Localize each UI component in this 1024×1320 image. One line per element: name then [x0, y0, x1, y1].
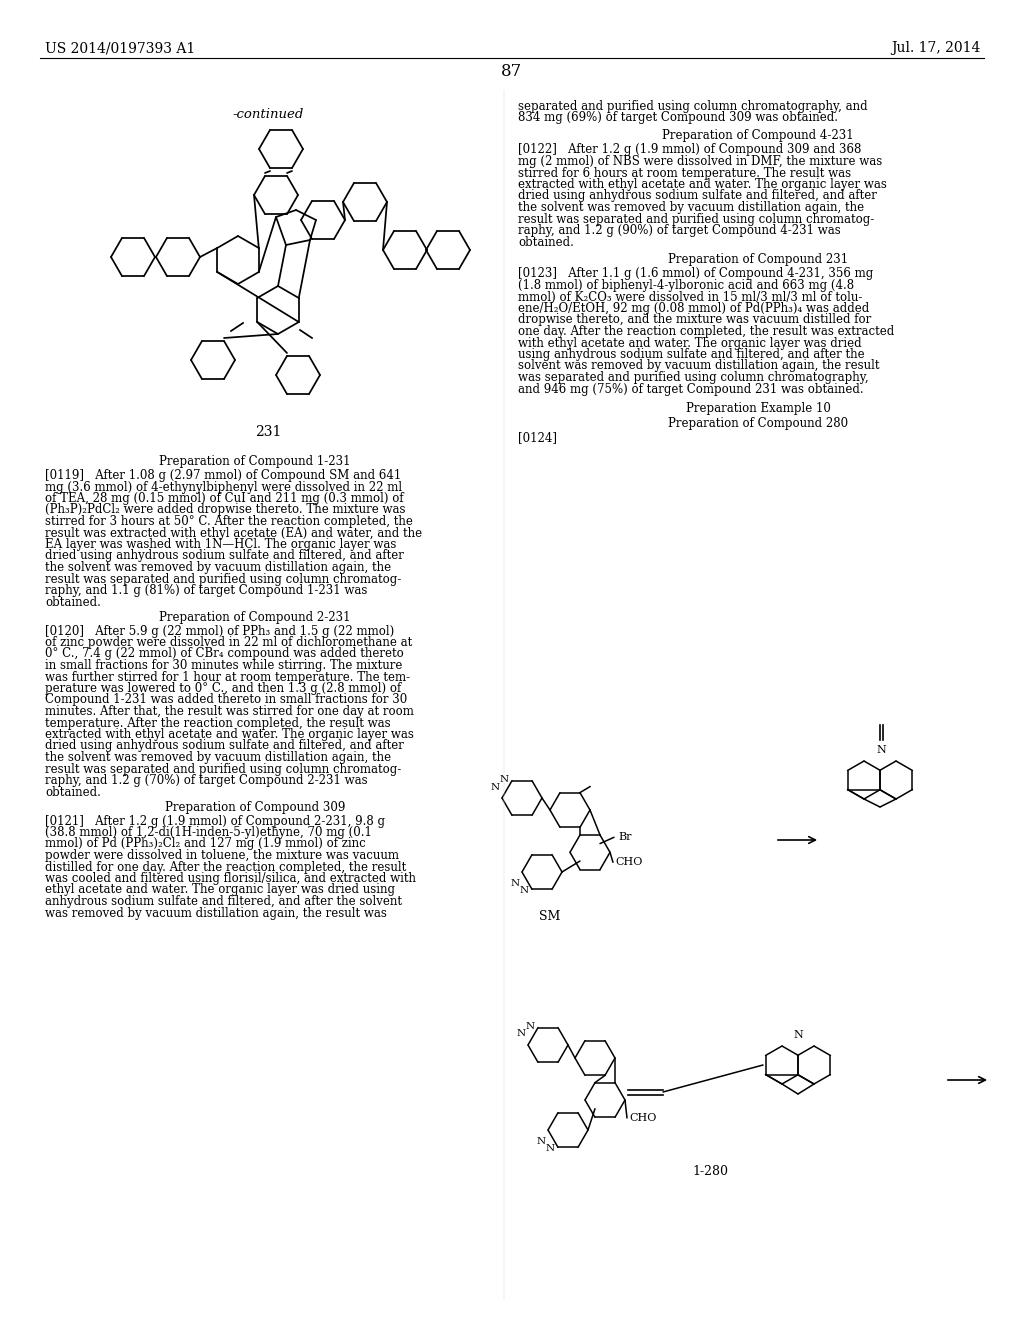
Text: obtained.: obtained. [45, 595, 101, 609]
Text: perature was lowered to 0° C., and then 1.3 g (2.8 mmol) of: perature was lowered to 0° C., and then … [45, 682, 401, 696]
Text: Jul. 17, 2014: Jul. 17, 2014 [891, 41, 980, 55]
Text: [0121]   After 1.2 g (1.9 mmol) of Compound 2-231, 9.8 g: [0121] After 1.2 g (1.9 mmol) of Compoun… [45, 814, 385, 828]
Text: separated and purified using column chromatography, and: separated and purified using column chro… [518, 100, 867, 114]
Text: 1-280: 1-280 [692, 1166, 728, 1177]
Text: 0° C., 7.4 g (22 mmol) of CBr₄ compound was added thereto: 0° C., 7.4 g (22 mmol) of CBr₄ compound … [45, 648, 403, 660]
Text: (Ph₃P)₂PdCl₂ were added dropwise thereto. The mixture was: (Ph₃P)₂PdCl₂ were added dropwise thereto… [45, 503, 406, 516]
Text: raphy, and 1.2 g (90%) of target Compound 4-231 was: raphy, and 1.2 g (90%) of target Compoun… [518, 224, 841, 238]
Text: N: N [877, 744, 886, 755]
Text: EA layer was washed with 1N—HCl. The organic layer was: EA layer was washed with 1N—HCl. The org… [45, 539, 396, 550]
Text: dried using anhydrous sodium sulfate and filtered, and after: dried using anhydrous sodium sulfate and… [45, 549, 403, 562]
Text: raphy, and 1.1 g (81%) of target Compound 1-231 was: raphy, and 1.1 g (81%) of target Compoun… [45, 583, 368, 597]
Text: [0124]: [0124] [518, 432, 557, 444]
Text: Preparation of Compound 280: Preparation of Compound 280 [668, 417, 848, 429]
Text: was removed by vacuum distillation again, the result was: was removed by vacuum distillation again… [45, 907, 387, 920]
Text: N: N [520, 886, 529, 895]
Text: was further stirred for 1 hour at room temperature. The tem-: was further stirred for 1 hour at room t… [45, 671, 411, 684]
Text: Compound 1-231 was added thereto in small fractions for 30: Compound 1-231 was added thereto in smal… [45, 693, 408, 706]
Text: distilled for one day. After the reaction completed, the result: distilled for one day. After the reactio… [45, 861, 407, 874]
Text: N: N [511, 879, 520, 887]
Text: result was extracted with ethyl acetate (EA) and water, and the: result was extracted with ethyl acetate … [45, 527, 422, 540]
Text: obtained.: obtained. [45, 785, 101, 799]
Text: SM: SM [540, 909, 561, 923]
Text: N: N [490, 783, 500, 792]
Text: and 946 mg (75%) of target Compound 231 was obtained.: and 946 mg (75%) of target Compound 231 … [518, 383, 863, 396]
Text: dried using anhydrous sodium sulfate and filtered, and after: dried using anhydrous sodium sulfate and… [518, 190, 877, 202]
Text: ethyl acetate and water. The organic layer was dried using: ethyl acetate and water. The organic lay… [45, 883, 395, 896]
Text: of TEA, 28 mg (0.15 mmol) of CuI and 211 mg (0.3 mmol) of: of TEA, 28 mg (0.15 mmol) of CuI and 211… [45, 492, 403, 506]
Text: Br: Br [618, 833, 632, 842]
Text: of zinc powder were dissolved in 22 ml of dichloromethane at: of zinc powder were dissolved in 22 ml o… [45, 636, 413, 649]
Text: the solvent was removed by vacuum distillation again, the: the solvent was removed by vacuum distil… [45, 561, 391, 574]
Text: was separated and purified using column chromatography,: was separated and purified using column … [518, 371, 868, 384]
Text: [0122]   After 1.2 g (1.9 mmol) of Compound 309 and 368: [0122] After 1.2 g (1.9 mmol) of Compoun… [518, 144, 861, 157]
Text: raphy, and 1.2 g (70%) of target Compound 2-231 was: raphy, and 1.2 g (70%) of target Compoun… [45, 774, 368, 787]
Text: result was separated and purified using column chromatog-: result was separated and purified using … [518, 213, 874, 226]
Text: one day. After the reaction completed, the result was extracted: one day. After the reaction completed, t… [518, 325, 894, 338]
Text: the solvent was removed by vacuum distillation again, the: the solvent was removed by vacuum distil… [45, 751, 391, 764]
Text: result was separated and purified using column chromatog-: result was separated and purified using … [45, 763, 401, 776]
Text: N: N [537, 1137, 546, 1146]
Text: using anhydrous sodium sulfate and filtered, and after the: using anhydrous sodium sulfate and filte… [518, 348, 864, 360]
Text: N: N [500, 775, 509, 784]
Text: dried using anhydrous sodium sulfate and filtered, and after: dried using anhydrous sodium sulfate and… [45, 739, 403, 752]
Text: 87: 87 [502, 63, 522, 81]
Text: with ethyl acetate and water. The organic layer was dried: with ethyl acetate and water. The organi… [518, 337, 861, 350]
Text: N: N [546, 1144, 555, 1152]
Text: in small fractions for 30 minutes while stirring. The mixture: in small fractions for 30 minutes while … [45, 659, 402, 672]
Text: solvent was removed by vacuum distillation again, the result: solvent was removed by vacuum distillati… [518, 359, 880, 372]
Text: stirred for 6 hours at room temperature. The result was: stirred for 6 hours at room temperature.… [518, 166, 851, 180]
Text: stirred for 3 hours at 50° C. After the reaction completed, the: stirred for 3 hours at 50° C. After the … [45, 515, 413, 528]
Text: mg (2 mmol) of NBS were dissolved in DMF, the mixture was: mg (2 mmol) of NBS were dissolved in DMF… [518, 154, 883, 168]
Text: N: N [526, 1022, 535, 1031]
Text: Preparation of Compound 231: Preparation of Compound 231 [668, 253, 848, 267]
Text: powder were dissolved in toluene, the mixture was vacuum: powder were dissolved in toluene, the mi… [45, 849, 399, 862]
Text: Preparation of Compound 4-231: Preparation of Compound 4-231 [663, 129, 854, 143]
Text: dropwise thereto, and the mixture was vacuum distilled for: dropwise thereto, and the mixture was va… [518, 314, 871, 326]
Text: extracted with ethyl acetate and water. The organic layer was: extracted with ethyl acetate and water. … [45, 729, 414, 741]
Text: the solvent was removed by vacuum distillation again, the: the solvent was removed by vacuum distil… [518, 201, 864, 214]
Text: [0120]   After 5.9 g (22 mmol) of PPh₃ and 1.5 g (22 mmol): [0120] After 5.9 g (22 mmol) of PPh₃ and… [45, 624, 394, 638]
Text: US 2014/0197393 A1: US 2014/0197393 A1 [45, 41, 196, 55]
Text: N: N [517, 1030, 526, 1039]
Text: N: N [794, 1030, 803, 1040]
Text: [0119]   After 1.08 g (2.97 mmol) of Compound SM and 641: [0119] After 1.08 g (2.97 mmol) of Compo… [45, 469, 401, 482]
Text: minutes. After that, the result was stirred for one day at room: minutes. After that, the result was stir… [45, 705, 414, 718]
Text: Preparation of Compound 309: Preparation of Compound 309 [165, 801, 345, 814]
Text: CHO: CHO [629, 1113, 656, 1123]
Text: (38.8 mmol) of 1,2-di(1H-inden-5-yl)ethyne, 70 mg (0.1: (38.8 mmol) of 1,2-di(1H-inden-5-yl)ethy… [45, 826, 372, 840]
Text: mmol) of K₂CO₃ were dissolved in 15 ml/3 ml/3 ml of tolu-: mmol) of K₂CO₃ were dissolved in 15 ml/3… [518, 290, 862, 304]
Text: was cooled and filtered using florisil/silica, and extracted with: was cooled and filtered using florisil/s… [45, 873, 416, 884]
Text: mg (3.6 mmol) of 4-ethynylbiphenyl were dissolved in 22 ml: mg (3.6 mmol) of 4-ethynylbiphenyl were … [45, 480, 402, 494]
Text: CHO: CHO [615, 857, 642, 867]
Text: Preparation Example 10: Preparation Example 10 [685, 403, 830, 414]
Text: temperature. After the reaction completed, the result was: temperature. After the reaction complete… [45, 717, 390, 730]
Text: -continued: -continued [232, 108, 304, 121]
Text: Preparation of Compound 1-231: Preparation of Compound 1-231 [160, 455, 351, 469]
Text: Preparation of Compound 2-231: Preparation of Compound 2-231 [160, 611, 351, 624]
Text: extracted with ethyl acetate and water. The organic layer was: extracted with ethyl acetate and water. … [518, 178, 887, 191]
Text: [0123]   After 1.1 g (1.6 mmol) of Compound 4-231, 356 mg: [0123] After 1.1 g (1.6 mmol) of Compoun… [518, 268, 873, 281]
Text: 834 mg (69%) of target Compound 309 was obtained.: 834 mg (69%) of target Compound 309 was … [518, 111, 838, 124]
Text: (1.8 mmol) of biphenyl-4-ylboronic acid and 663 mg (4.8: (1.8 mmol) of biphenyl-4-ylboronic acid … [518, 279, 854, 292]
Text: mmol) of Pd (PPh₃)₂Cl₂ and 127 mg (1.9 mmol) of zinc: mmol) of Pd (PPh₃)₂Cl₂ and 127 mg (1.9 m… [45, 837, 366, 850]
Text: ene/H₂O/EtOH, 92 mg (0.08 mmol) of Pd(PPh₃)₄ was added: ene/H₂O/EtOH, 92 mg (0.08 mmol) of Pd(PP… [518, 302, 869, 315]
Text: anhydrous sodium sulfate and filtered, and after the solvent: anhydrous sodium sulfate and filtered, a… [45, 895, 402, 908]
Text: result was separated and purified using column chromatog-: result was separated and purified using … [45, 573, 401, 586]
Text: obtained.: obtained. [518, 235, 573, 248]
Text: 231: 231 [255, 425, 282, 440]
